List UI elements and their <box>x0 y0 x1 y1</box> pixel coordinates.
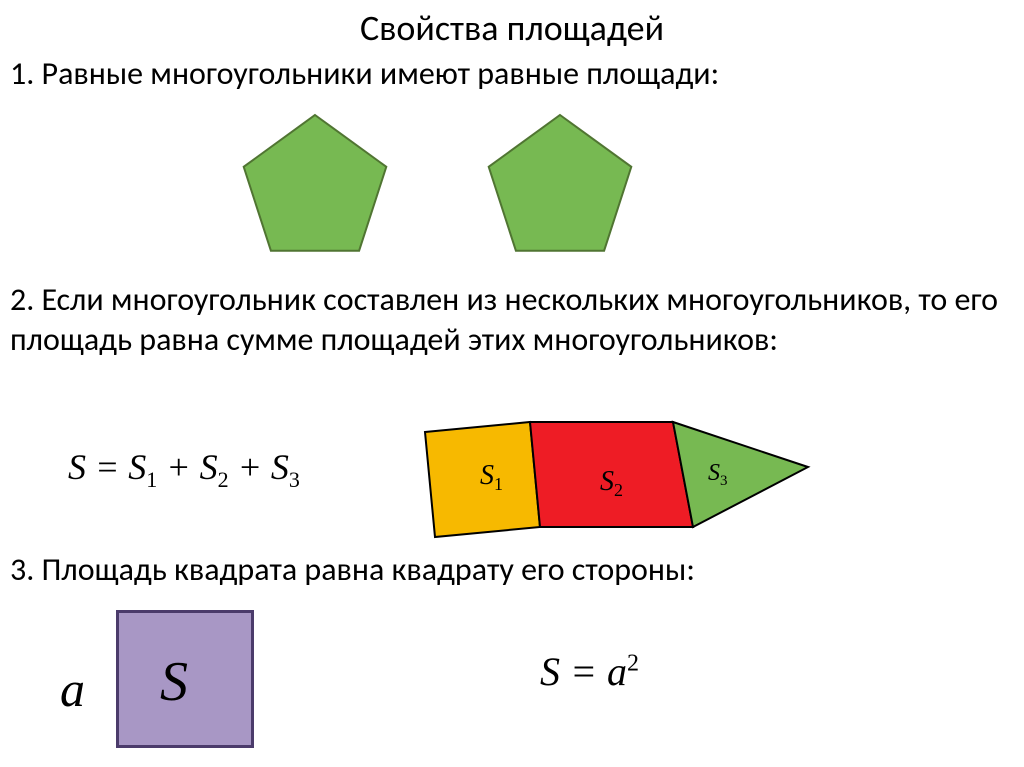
property-2-text: 2. Если многоугольник составлен из неско… <box>10 280 1010 360</box>
formula-sub1: 1 <box>146 467 157 492</box>
pentagon-1 <box>244 115 387 251</box>
formula-S2: S <box>200 447 218 487</box>
page: Свойства площадей 1. Равные многоугольни… <box>0 0 1024 767</box>
formula-sub2: 2 <box>218 467 229 492</box>
formula-plus1: + <box>157 447 199 487</box>
formula-S3: S <box>271 447 289 487</box>
square-area-label: S <box>160 650 188 714</box>
property-1-text: 1. Равные многоугольники имеют равные пл… <box>10 54 1010 93</box>
formula-eq: = <box>86 447 128 487</box>
composite-shape: S1 S2 S3 <box>410 412 860 542</box>
sq-formula-eq: = <box>560 649 607 694</box>
sq-formula-sup: 2 <box>627 651 639 677</box>
sum-formula: S = S1 + S2 + S3 <box>68 446 300 493</box>
formula-plus2: + <box>229 447 271 487</box>
formula-S: S <box>68 447 86 487</box>
page-title: Свойства площадей <box>0 6 1024 50</box>
sq-formula-a: a <box>607 649 627 694</box>
formula-S1: S <box>128 447 146 487</box>
formula-sub3: 3 <box>289 467 300 492</box>
side-a-label: a <box>60 660 85 718</box>
property-3-text: 3. Площадь квадрата равна квадрату его с… <box>10 550 1010 589</box>
property-2-row: S = S1 + S2 + S3 S1 S2 S3 <box>0 412 1024 542</box>
pentagons-illustration <box>0 110 1024 270</box>
square-formula: S = a2 <box>540 648 639 695</box>
pentagon-2 <box>489 115 632 251</box>
square-illustration: a S <box>60 610 320 760</box>
sq-formula-S: S <box>540 649 560 694</box>
composite-triangle <box>673 422 808 527</box>
